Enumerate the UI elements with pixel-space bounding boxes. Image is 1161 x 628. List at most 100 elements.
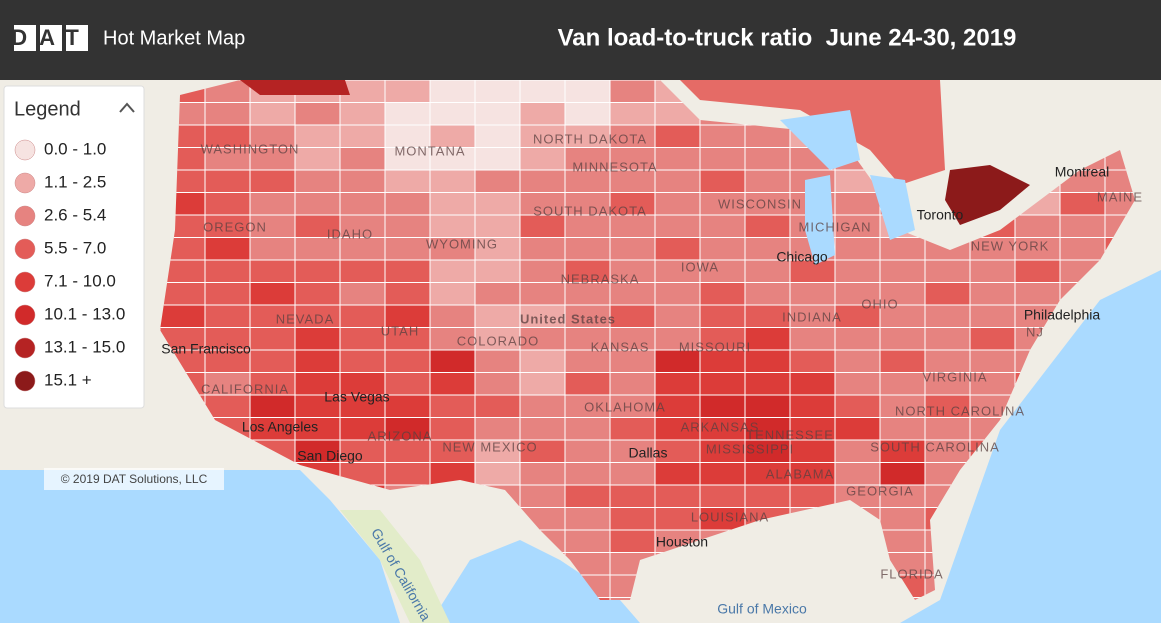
region bbox=[834, 372, 881, 396]
legend-label: 5.5 - 7.0 bbox=[44, 238, 106, 257]
region bbox=[204, 192, 251, 216]
map-label: ALABAMA bbox=[766, 466, 834, 481]
region bbox=[744, 147, 791, 171]
page-title: Van load-to-truck ratio June 24-30, 2019 bbox=[558, 24, 1017, 51]
region bbox=[474, 192, 521, 216]
legend-swatch bbox=[14, 205, 36, 227]
region bbox=[834, 192, 881, 216]
region bbox=[339, 102, 386, 126]
region bbox=[609, 484, 656, 508]
map-label: IOWA bbox=[681, 259, 719, 274]
region bbox=[609, 507, 656, 531]
region bbox=[789, 349, 836, 373]
collapse-button[interactable] bbox=[119, 102, 135, 113]
region bbox=[249, 102, 296, 126]
region bbox=[654, 214, 701, 238]
legend-swatch bbox=[14, 271, 36, 293]
legend-box bbox=[3, 85, 145, 409]
region bbox=[249, 237, 296, 261]
region bbox=[789, 484, 836, 508]
region bbox=[474, 102, 521, 126]
logo-text: DAT bbox=[11, 25, 91, 50]
region bbox=[519, 417, 566, 441]
map-label: SOUTH DAKOTA bbox=[533, 203, 647, 218]
region bbox=[519, 259, 566, 283]
region bbox=[339, 327, 386, 351]
region bbox=[744, 484, 791, 508]
region bbox=[294, 349, 341, 373]
region bbox=[474, 214, 521, 238]
region bbox=[654, 147, 701, 171]
region bbox=[519, 349, 566, 373]
map-label: NEBRASKA bbox=[561, 271, 640, 286]
region bbox=[924, 259, 971, 283]
region bbox=[474, 124, 521, 148]
region bbox=[384, 237, 431, 261]
region bbox=[384, 462, 431, 486]
map-label: NEVADA bbox=[276, 311, 335, 326]
region bbox=[879, 237, 926, 261]
region bbox=[699, 214, 746, 238]
canada-region bbox=[945, 165, 1030, 225]
region bbox=[564, 484, 611, 508]
region bbox=[474, 417, 521, 441]
region bbox=[564, 439, 611, 463]
region bbox=[834, 259, 881, 283]
region bbox=[924, 282, 971, 306]
region bbox=[339, 304, 386, 328]
map-label: OHIO bbox=[861, 296, 898, 311]
legend-label: 0.0 - 1.0 bbox=[44, 139, 106, 158]
region bbox=[699, 484, 746, 508]
region bbox=[744, 327, 791, 351]
region bbox=[294, 124, 341, 148]
region bbox=[609, 102, 656, 126]
region bbox=[834, 462, 881, 486]
legend-swatch bbox=[14, 370, 36, 392]
map-label: Las Vegas bbox=[324, 389, 389, 405]
map-label: Chicago bbox=[776, 249, 828, 265]
legend-title: Legend bbox=[14, 98, 81, 120]
region bbox=[744, 349, 791, 373]
region bbox=[609, 372, 656, 396]
region bbox=[654, 462, 701, 486]
map-label: KANSAS bbox=[591, 339, 650, 354]
region bbox=[519, 372, 566, 396]
region bbox=[699, 372, 746, 396]
region bbox=[384, 372, 431, 396]
map-label: SOUTH CAROLINA bbox=[870, 439, 1000, 454]
region bbox=[249, 327, 296, 351]
legend-label: 15.1 + bbox=[44, 370, 92, 389]
region bbox=[474, 304, 521, 328]
region bbox=[699, 394, 746, 418]
region bbox=[609, 417, 656, 441]
region bbox=[519, 237, 566, 261]
app-name: Hot Market Map bbox=[103, 27, 245, 49]
map-label: INDIANA bbox=[782, 309, 842, 324]
region bbox=[474, 147, 521, 171]
map-label: COLORADO bbox=[457, 333, 539, 348]
region bbox=[429, 214, 476, 238]
map-label: Toronto bbox=[917, 207, 964, 223]
region bbox=[294, 192, 341, 216]
map-label: TENNESSEE bbox=[746, 427, 834, 442]
region bbox=[699, 462, 746, 486]
map-label: CALIFORNIA bbox=[201, 381, 289, 396]
logo bbox=[14, 25, 88, 51]
region bbox=[474, 394, 521, 418]
region bbox=[564, 417, 611, 441]
region bbox=[654, 372, 701, 396]
map-label: MISSOURI bbox=[679, 339, 751, 354]
region bbox=[609, 237, 656, 261]
region bbox=[429, 282, 476, 306]
region bbox=[969, 259, 1016, 283]
region bbox=[789, 372, 836, 396]
region bbox=[699, 147, 746, 171]
legend-label: 10.1 - 13.0 bbox=[44, 304, 125, 323]
region bbox=[429, 169, 476, 193]
region bbox=[204, 102, 251, 126]
map-label: GEORGIA bbox=[846, 483, 914, 498]
region bbox=[609, 529, 656, 553]
region bbox=[160, 304, 206, 328]
region bbox=[474, 372, 521, 396]
region bbox=[654, 124, 701, 148]
